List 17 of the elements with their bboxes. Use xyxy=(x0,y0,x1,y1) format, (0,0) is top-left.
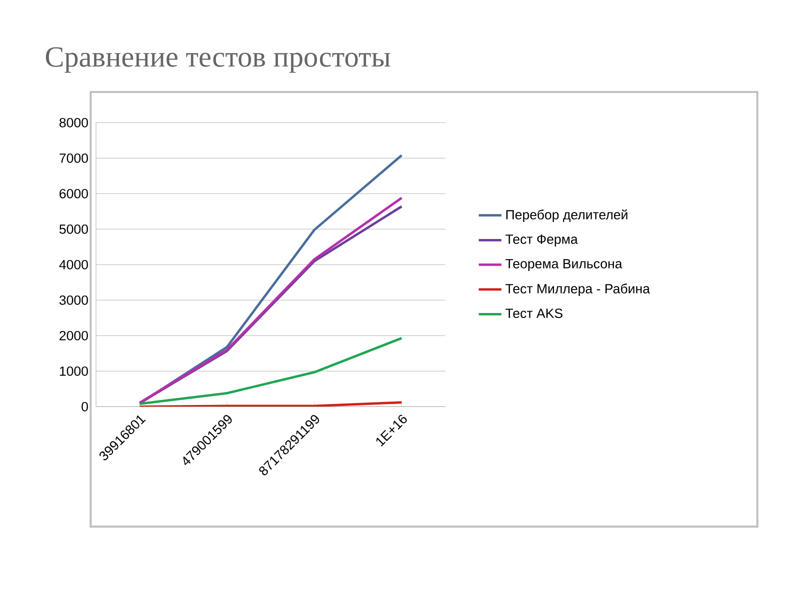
y-tick-label: 8000 xyxy=(60,118,88,128)
chart-title: Сравнение тестов простоты xyxy=(46,47,390,73)
legend-label: Тест Ферма xyxy=(506,234,578,247)
legend-label: Тест AKS xyxy=(506,308,562,318)
y-tick-label: 1000 xyxy=(60,366,88,376)
legend-label: Тест Миллера - Рабина xyxy=(506,284,650,296)
line-series xyxy=(138,154,403,405)
line-series xyxy=(138,336,403,406)
y-tick-label: 0 xyxy=(82,402,88,412)
y-tick-label: 3000 xyxy=(59,295,88,305)
y-tick-label: 2000 xyxy=(60,330,88,340)
y-tick-label: 7000 xyxy=(60,153,88,163)
y-tick-label: 6000 xyxy=(60,188,88,198)
y-tick-label: 4000 xyxy=(59,260,88,270)
y-tick-label: 5000 xyxy=(59,224,88,234)
legend-label: Перебор делителей xyxy=(506,209,628,222)
legend-label: Теорема Вильсона xyxy=(506,259,622,271)
